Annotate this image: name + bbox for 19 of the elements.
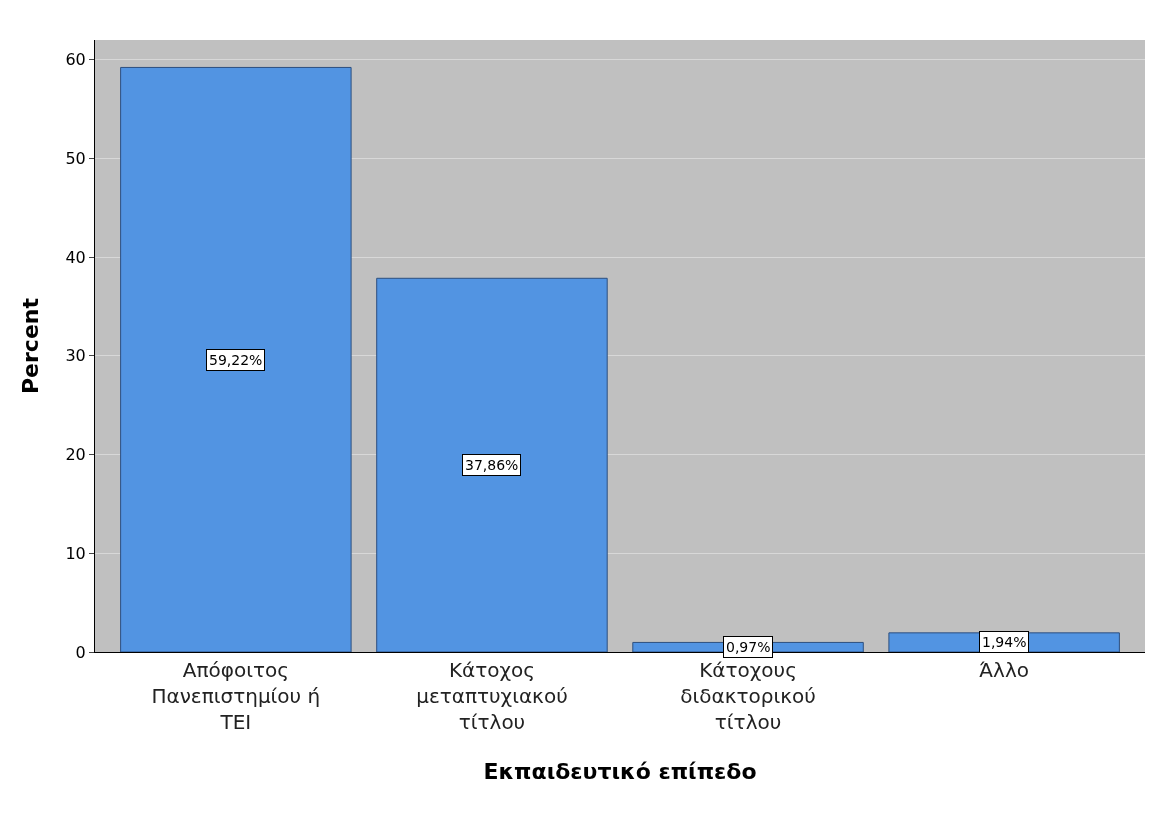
- x-axis-title: Εκπαιδευτικό επίπεδο: [483, 758, 757, 784]
- y-tick-label: 0: [75, 642, 86, 662]
- y-tick-label: 20: [65, 445, 86, 465]
- y-tick-label: 30: [65, 346, 86, 366]
- y-tick-label: 60: [65, 50, 86, 70]
- x-tick-label: Κάτοχος μεταπτυχιακού τίτλου: [416, 658, 568, 734]
- data-label: 0,97%: [726, 639, 771, 655]
- x-tick-label: Απόφοιτος Πανεπιστημίου ή ΤΕΙ: [151, 658, 321, 734]
- y-axis-title: Percent: [18, 297, 44, 395]
- data-label: 37,86%: [465, 457, 519, 473]
- y-tick-label: 40: [65, 247, 86, 267]
- bar: [376, 277, 608, 652]
- data-label: 59,22%: [209, 352, 263, 368]
- x-tick-label: Άλλο: [979, 658, 1030, 682]
- data-label: 1,94%: [982, 634, 1027, 650]
- y-tick-label: 50: [65, 149, 86, 169]
- y-tick-label: 10: [65, 543, 86, 563]
- x-tick-label: Κάτοχους διδακτορικού τίτλου: [680, 658, 816, 734]
- bar: [120, 66, 352, 652]
